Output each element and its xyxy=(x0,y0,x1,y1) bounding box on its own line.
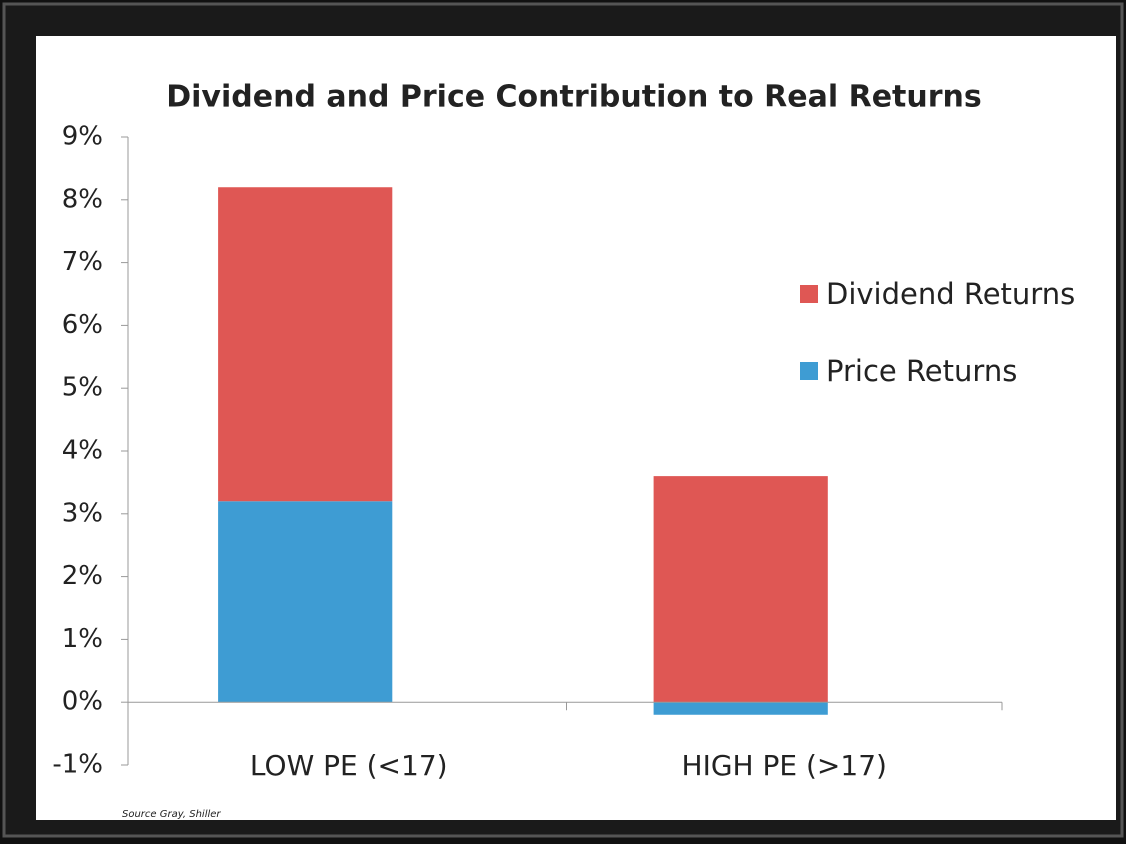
y-tick-label: 7% xyxy=(62,247,103,277)
y-tick-label: 2% xyxy=(62,561,103,591)
y-tick-label: 3% xyxy=(62,498,103,528)
legend-label: Dividend Returns xyxy=(826,277,1075,311)
legend-label: Price Returns xyxy=(826,354,1017,388)
bar-segment xyxy=(218,187,393,502)
chart-title: Dividend and Price Contribution to Real … xyxy=(166,80,982,115)
x-tick-label: HIGH PE (>17) xyxy=(682,749,887,782)
y-tick-label: 8% xyxy=(62,184,103,214)
slide xyxy=(36,36,1116,820)
y-tick-label: 6% xyxy=(62,310,103,340)
legend-swatch xyxy=(800,285,818,303)
bar-segment xyxy=(653,476,828,703)
y-tick-label: 4% xyxy=(62,436,103,466)
y-tick-label: 5% xyxy=(62,373,103,403)
y-tick-label: 0% xyxy=(62,687,103,717)
legend-swatch xyxy=(800,362,818,380)
bar-segment xyxy=(653,702,828,715)
x-tick-label: LOW PE (<17) xyxy=(250,749,448,782)
y-tick-label: 1% xyxy=(62,624,103,654)
y-tick-label: 9% xyxy=(62,122,103,152)
bar-segment xyxy=(218,501,393,703)
source-note: Source Gray, Shiller xyxy=(122,809,221,820)
y-tick-label: -1% xyxy=(52,750,103,780)
